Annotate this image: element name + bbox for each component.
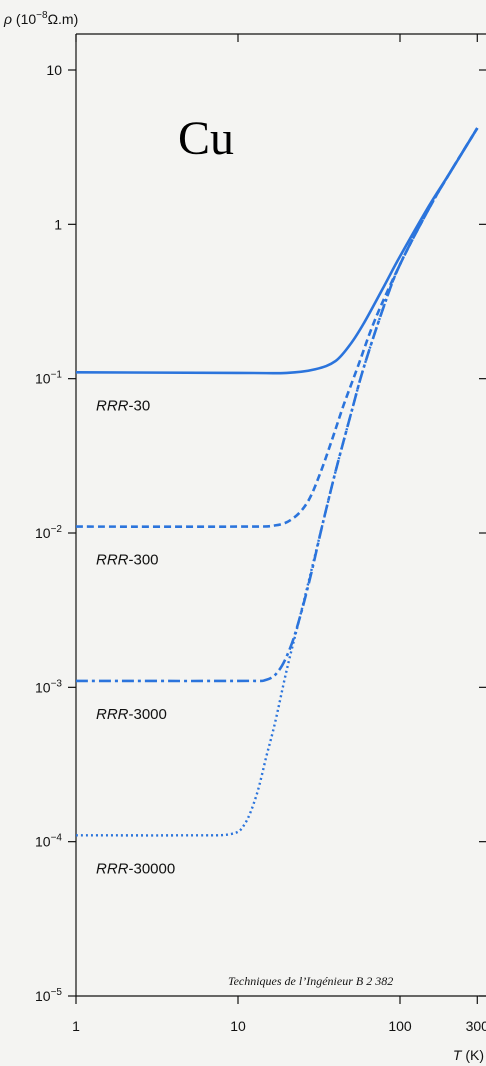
x-tick-label: 1 <box>72 1018 80 1034</box>
axes <box>68 33 486 1004</box>
series-lines <box>75 127 479 837</box>
series-label: RRR-30000 <box>96 860 175 877</box>
x-tick-label: 10 <box>230 1018 246 1034</box>
y-tick-label: 10−3 <box>35 678 62 695</box>
y-tick-label: 10−5 <box>35 987 62 1004</box>
series-line <box>75 127 479 837</box>
y-tick-label: 10−2 <box>35 524 62 541</box>
series-label: RRR-300 <box>96 552 159 569</box>
chart-title: Cu <box>178 112 234 165</box>
series-line <box>75 127 479 375</box>
series-label: RRR-30 <box>96 397 150 414</box>
x-tick-label: 300 <box>466 1018 486 1034</box>
y-tick-label: 1 <box>54 216 62 232</box>
chart-text: 10 1 10−1 10−2 10−3 10−4 10−5 1 10 100 300 ρ (10−8Ω… <box>3 10 486 1063</box>
x-tick-label: 100 <box>388 1018 412 1034</box>
x-axis-title: T (K) <box>453 1047 484 1063</box>
series-label: RRR-3000 <box>96 706 167 723</box>
y-tick-label: 10−4 <box>35 833 62 850</box>
y-tick-label: 10 <box>46 62 62 78</box>
source-note: Techniques de l’Ingénieur B 2 382 <box>228 974 393 988</box>
series-line <box>75 127 479 528</box>
series-line <box>75 127 479 683</box>
y-tick-label: 10−1 <box>35 370 62 387</box>
y-axis-title: ρ (10−8Ω.m) <box>3 10 78 27</box>
